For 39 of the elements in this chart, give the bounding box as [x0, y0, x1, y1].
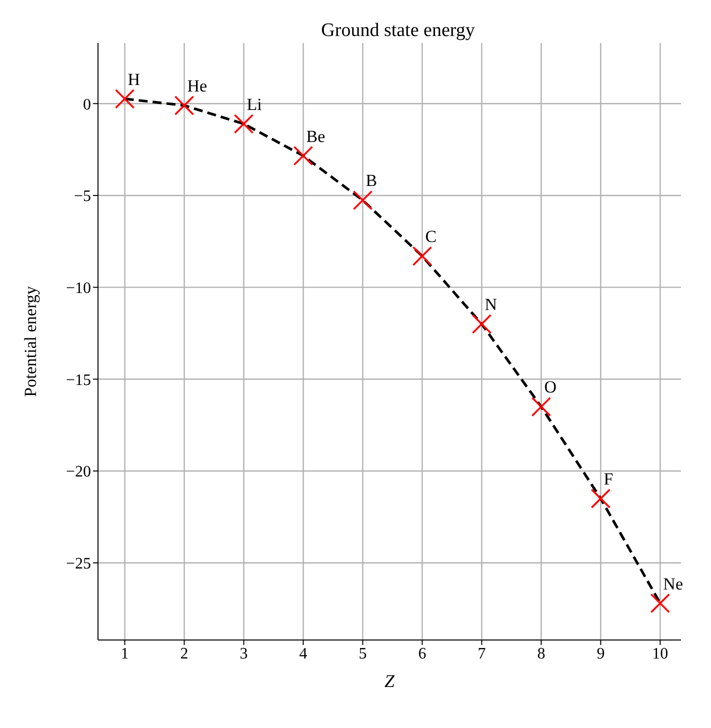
x-tick-label: 6: [418, 645, 426, 662]
x-tick-label: 4: [299, 645, 308, 662]
annotation: O: [544, 378, 556, 397]
x-tick-label: 2: [180, 645, 188, 662]
x-tick-label: 5: [358, 645, 367, 662]
y-tick-label: −20: [66, 464, 91, 481]
annotation: N: [484, 295, 497, 314]
annotation: He: [187, 76, 208, 96]
x-tick-label: 7: [478, 645, 486, 662]
annotation: Ne: [663, 574, 684, 594]
point: [650, 593, 670, 614]
point: [472, 314, 492, 334]
y-axis-title: Potential energy: [21, 286, 40, 397]
y-tick-label: −15: [66, 372, 91, 389]
annotation: C: [425, 227, 437, 246]
chart-title: Ground state energy: [321, 20, 476, 41]
y-tick-label: 0: [83, 96, 91, 114]
y-tick-label: −5: [74, 188, 91, 206]
point: [293, 146, 314, 166]
point: [412, 246, 432, 266]
x-axis-title: Z: [384, 671, 396, 691]
point: [531, 396, 552, 417]
annotation: Be: [306, 126, 326, 146]
point: [114, 88, 135, 109]
point: [590, 488, 611, 508]
annotation: H: [128, 70, 140, 89]
x-tick-label: 9: [596, 645, 605, 662]
x-tick-label: 8: [537, 645, 546, 662]
annotation: Li: [246, 94, 262, 114]
point: [174, 96, 194, 116]
y-tick-label: −25: [66, 556, 91, 573]
x-tick-label: 1: [120, 645, 129, 662]
point: [352, 190, 373, 210]
x-tick-label: 3: [240, 645, 248, 662]
point: [234, 114, 254, 134]
x-tick-label: 10: [652, 645, 668, 662]
annotation: F: [604, 470, 614, 489]
annotation: B: [366, 171, 378, 190]
y-tick-label: −10: [66, 280, 91, 297]
